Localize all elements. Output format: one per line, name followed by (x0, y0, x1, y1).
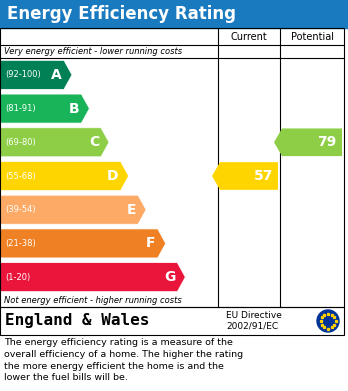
Bar (0, 28, 344, 307)
Polygon shape (0, 229, 166, 258)
Bar (0, 0, 348, 28)
Text: EU Directive
2002/91/EC: EU Directive 2002/91/EC (226, 311, 282, 331)
Polygon shape (0, 60, 72, 90)
Text: Not energy efficient - higher running costs: Not energy efficient - higher running co… (4, 296, 182, 305)
Text: Energy Efficiency Rating: Energy Efficiency Rating (7, 5, 236, 23)
Text: Very energy efficient - lower running costs: Very energy efficient - lower running co… (4, 47, 182, 56)
Bar (0, 307, 344, 335)
Polygon shape (212, 162, 278, 190)
Text: (1-20): (1-20) (5, 273, 30, 282)
Text: D: D (107, 169, 119, 183)
Bar (0, 307, 344, 335)
Polygon shape (0, 128, 109, 157)
Text: 79: 79 (317, 135, 337, 149)
Text: E: E (127, 203, 136, 217)
Text: Current: Current (231, 32, 267, 41)
Text: (21-38): (21-38) (5, 239, 36, 248)
Text: (55-68): (55-68) (5, 172, 36, 181)
Polygon shape (0, 263, 185, 292)
Text: (69-80): (69-80) (5, 138, 36, 147)
Text: England & Wales: England & Wales (5, 314, 149, 328)
Polygon shape (0, 195, 146, 224)
Text: F: F (146, 237, 156, 250)
Polygon shape (274, 129, 342, 156)
Text: (39-54): (39-54) (5, 205, 35, 214)
Text: B: B (69, 102, 79, 116)
Text: C: C (89, 135, 99, 149)
Text: (92-100): (92-100) (5, 70, 41, 79)
Polygon shape (0, 161, 129, 190)
Circle shape (317, 310, 339, 332)
Text: A: A (51, 68, 62, 82)
Text: Potential: Potential (291, 32, 333, 41)
Text: 57: 57 (254, 169, 273, 183)
Text: The energy efficiency rating is a measure of the
overall efficiency of a home. T: The energy efficiency rating is a measur… (4, 338, 243, 382)
Text: G: G (164, 270, 175, 284)
Text: (81-91): (81-91) (5, 104, 35, 113)
Polygon shape (0, 94, 89, 123)
